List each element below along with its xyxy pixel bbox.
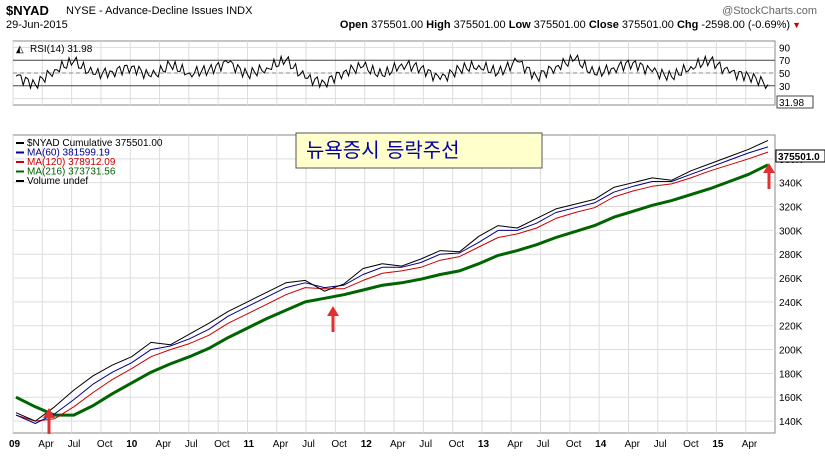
close-label: Close	[588, 19, 619, 31]
rsi-icon: ◭	[16, 44, 24, 55]
rsi-y-tick: 50	[779, 69, 791, 80]
x-tick-label: Jul	[68, 439, 81, 450]
x-tick-label: 10	[126, 439, 138, 450]
price-y-tick: 140K	[779, 417, 803, 428]
x-tick-label: Apr	[507, 439, 523, 450]
legend-entry: MA(216) 373731.56	[27, 167, 116, 178]
x-tick-label: Apr	[273, 439, 289, 450]
rsi-y-tick: 70	[779, 56, 791, 67]
series-line-ma-60-	[15, 146, 769, 424]
x-tick-label: Jul	[302, 439, 315, 450]
price-y-tick: 300K	[779, 226, 803, 237]
x-tick-label: Jul	[419, 439, 432, 450]
legend-entry: MA(60) 381599.19	[27, 148, 110, 159]
x-tick-label: Jul	[654, 439, 667, 450]
ohlc-readout: Open 375501.00 High 375501.00 Low 375501…	[340, 19, 801, 31]
x-tick-label: Oct	[331, 439, 347, 450]
price-y-tick: 260K	[779, 274, 803, 285]
chart-date: 29-Jun-2015	[6, 19, 68, 31]
legend-entry: MA(120) 378912.09	[27, 157, 116, 168]
rsi-line	[15, 53, 769, 90]
x-tick-label: 11	[243, 439, 254, 450]
price-y-tick: 240K	[779, 298, 803, 309]
rsi-label: RSI(14) 31.98	[30, 44, 93, 55]
annotation-text: 뉴욕증시 등락주선	[306, 138, 460, 162]
close-value: 375501.00	[621, 19, 674, 31]
legend-entry: Volume undef	[27, 176, 88, 187]
rsi-value-badge	[776, 95, 814, 109]
x-tick-label: 09	[9, 439, 21, 450]
x-tick-label: Apr	[742, 439, 758, 450]
rsi-y-tick: 30	[779, 82, 791, 93]
x-tick-label: Jul	[537, 439, 550, 450]
series-line--nyad-cumulative	[15, 139, 769, 422]
price-y-tick: 220K	[779, 322, 803, 333]
x-tick-label: 15	[712, 439, 724, 450]
chg-label: Chg	[676, 19, 699, 31]
price-y-tick: 180K	[779, 369, 803, 380]
price-value-badge	[775, 149, 825, 163]
rsi-grid	[12, 41, 775, 105]
legend-entry: $NYAD Cumulative 375501.00	[27, 138, 163, 149]
symbol-description: NYSE - Advance-Decline Issues INDX	[66, 5, 253, 17]
series-line-ma-120-	[15, 151, 769, 422]
low-value: 375501.00	[533, 19, 586, 31]
x-tick-label: Oct	[449, 439, 465, 450]
chg-value: -2598.00 (-0.69%)	[701, 19, 791, 31]
x-tick-label: Oct	[566, 439, 582, 450]
x-tick-label: Apr	[390, 439, 406, 450]
open-value: 375501.00	[371, 19, 424, 31]
high-label: High	[426, 19, 451, 31]
x-tick-label: Oct	[683, 439, 699, 450]
arrows-group	[43, 163, 775, 434]
down-triangle-icon: ▼	[792, 20, 801, 30]
price-y-tick: 340K	[779, 179, 803, 190]
x-tick-label: Jul	[185, 439, 198, 450]
chart-header: $NYAD NYSE - Advance-Decline Issues INDX…	[4, 0, 821, 40]
rsi-y-tick: 90	[779, 43, 791, 54]
price-value-text: 375501.0	[778, 152, 820, 163]
price-y-tick: 320K	[779, 203, 803, 214]
price-y-axis: 360K340K320K300K280K260K240K220K200K180K…	[779, 155, 803, 428]
rsi-value-text: 31.98	[779, 98, 804, 109]
price-y-tick: 160K	[779, 393, 803, 404]
x-tick-label: 14	[595, 439, 607, 450]
price-series-group	[15, 139, 769, 424]
high-value: 375501.00	[453, 19, 506, 31]
x-tick-label: 13	[478, 439, 490, 450]
low-label: Low	[508, 19, 531, 31]
symbol: $NYAD	[6, 3, 49, 18]
red-arrow-icon	[327, 306, 339, 332]
x-tick-label: Apr	[624, 439, 640, 450]
x-tick-label: 12	[361, 439, 373, 450]
annotation-box	[295, 132, 543, 169]
x-tick-label: Apr	[38, 439, 54, 450]
price-y-tick: 280K	[779, 250, 803, 261]
red-arrow-icon	[763, 163, 775, 189]
x-tick-label: Oct	[97, 439, 113, 450]
series-line-ma-216-	[15, 163, 769, 417]
red-arrow-icon	[43, 408, 55, 434]
x-axis: 09 Apr Jul Oct 10 Apr Jul Oct 11 Apr Jul Oct 12 Apr Ju…	[9, 439, 758, 450]
brand-logo: @StockCharts.com	[722, 5, 817, 17]
x-tick-label: Apr	[156, 439, 172, 450]
x-tick-label: Oct	[214, 439, 230, 450]
price-y-tick: 200K	[779, 346, 803, 357]
open-label: Open	[339, 19, 369, 31]
